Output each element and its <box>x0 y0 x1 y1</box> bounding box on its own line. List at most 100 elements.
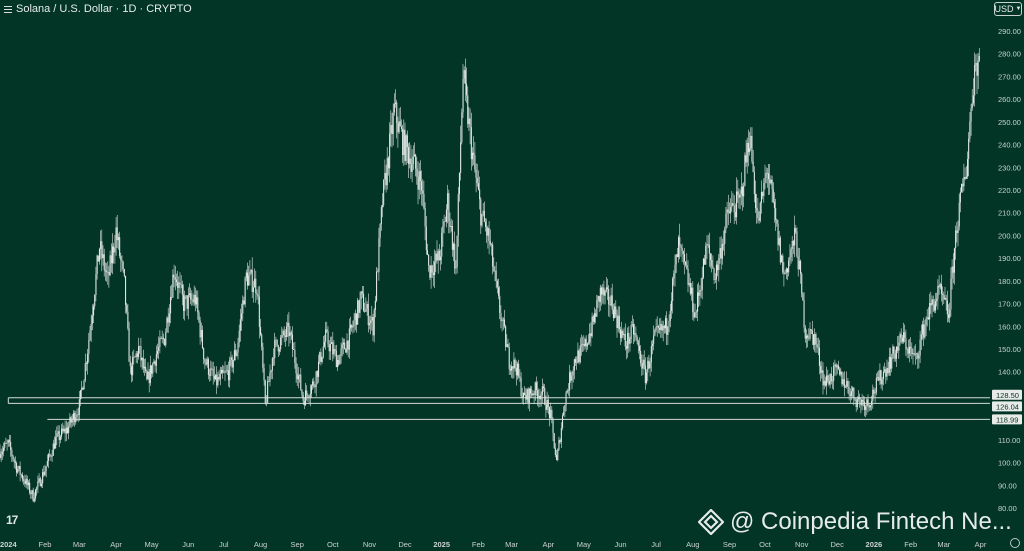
candle <box>717 260 719 277</box>
candle <box>75 410 77 425</box>
candle-body <box>545 404 547 410</box>
candle-body <box>115 227 117 248</box>
y-tick-label: 190.00 <box>998 254 1021 263</box>
candle-body <box>290 332 292 335</box>
candle-body <box>276 339 278 346</box>
candle-body <box>453 243 455 250</box>
tradingview-logo[interactable]: 17 <box>6 513 18 527</box>
candle <box>269 364 271 387</box>
candle-body <box>110 255 112 264</box>
candle <box>437 248 439 274</box>
candle <box>139 345 141 354</box>
candle <box>463 66 465 84</box>
candle-body <box>636 337 638 342</box>
candle <box>667 326 669 346</box>
candle-body <box>429 265 431 278</box>
candle-body <box>598 296 600 302</box>
candle-body <box>522 392 524 398</box>
candle-body <box>431 265 433 273</box>
candle-body <box>524 392 526 396</box>
candle-body <box>972 95 974 104</box>
candle-body <box>448 193 450 222</box>
candle <box>824 376 826 387</box>
candle <box>39 476 41 487</box>
candle <box>248 265 250 286</box>
candle <box>146 369 148 381</box>
candle <box>569 364 571 398</box>
candle-body <box>53 443 55 449</box>
candle-body <box>738 194 740 198</box>
price-axis[interactable]: 80.0090.00100.00110.00120.00130.00140.00… <box>992 27 1022 513</box>
candle <box>890 347 892 376</box>
candle-body <box>755 194 757 208</box>
candle <box>877 371 879 381</box>
candle <box>882 366 884 386</box>
candle-body <box>905 338 907 350</box>
candle-body <box>207 359 209 375</box>
time-axis[interactable]: 2024 Feb Mar Apr May Jun Jul Aug Sep Oct Nov Dec 202… <box>0 540 987 549</box>
candle-body <box>534 382 536 395</box>
candle-body <box>49 454 51 456</box>
symbol-title[interactable]: Solana / U.S. Dollar · 1D · CRYPTO <box>16 3 192 15</box>
candle-body <box>71 419 73 423</box>
candle-body <box>464 70 466 84</box>
candle-body <box>64 428 66 434</box>
candle <box>499 286 501 320</box>
candle <box>680 244 682 257</box>
candle-body <box>862 399 864 402</box>
candle-body <box>222 370 224 373</box>
candle-body <box>657 326 659 328</box>
candle <box>787 268 789 281</box>
candle <box>949 302 951 323</box>
y-tick-label: 90.00 <box>998 481 1017 490</box>
candle-body <box>526 389 528 400</box>
currency-selector-button[interactable]: USD ▼ <box>994 2 1022 16</box>
candle-body <box>26 478 28 486</box>
candle-body <box>314 386 316 388</box>
candle <box>776 218 778 227</box>
candle <box>638 337 640 360</box>
candle <box>489 229 491 247</box>
candle-body <box>675 254 677 265</box>
candle <box>11 447 13 462</box>
candle <box>958 193 960 231</box>
candle-body <box>910 346 912 349</box>
hamburger-menu-icon[interactable] <box>4 5 12 13</box>
candle-body <box>108 272 110 276</box>
candle <box>839 366 841 376</box>
candle-body <box>610 295 612 306</box>
chart-settings-icon[interactable] <box>1010 538 1020 548</box>
candle <box>646 369 648 385</box>
candle <box>69 413 71 428</box>
candle-body <box>80 390 82 400</box>
candle-body <box>96 255 98 274</box>
candle <box>87 349 89 375</box>
candle-body <box>743 185 745 197</box>
candle <box>233 341 235 361</box>
candle-body <box>788 260 790 273</box>
candle <box>895 346 897 367</box>
candle-body <box>650 346 652 363</box>
candle-body <box>462 78 464 113</box>
candle <box>959 187 961 213</box>
candle <box>456 235 458 274</box>
candle <box>250 269 252 275</box>
candle-body <box>136 353 138 357</box>
watermark-text: @ Coinpedia Fintech Ne... <box>730 508 1012 535</box>
candle-body <box>781 255 783 263</box>
candle-body <box>667 326 669 335</box>
candle-body <box>101 241 103 259</box>
candle-body <box>423 193 425 209</box>
y-tick-label: 110.00 <box>998 436 1020 445</box>
candle-body <box>578 350 580 362</box>
candle <box>58 425 60 448</box>
candle-body <box>91 315 93 324</box>
candle <box>893 346 895 362</box>
candle <box>708 232 710 267</box>
candle <box>194 287 196 312</box>
candle-body <box>376 271 378 301</box>
candle-body <box>706 244 708 246</box>
candle-body <box>329 344 331 352</box>
candle-body <box>649 362 651 369</box>
